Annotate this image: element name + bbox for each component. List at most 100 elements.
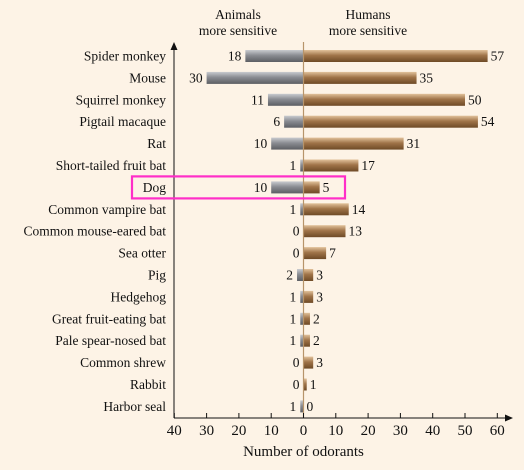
- row-4-animals-bar: [284, 115, 304, 128]
- row-16-humans-value-label: 1: [310, 377, 317, 392]
- row-13-animals-bar: [300, 312, 304, 325]
- row-5-animals-value-label: 10: [254, 136, 268, 151]
- row-1-animals-bar: [245, 50, 304, 62]
- row-7-humans-value-label: 5: [323, 180, 330, 195]
- x-axis-title: Number of odorants: [243, 444, 364, 460]
- row-11-humans-value-label: 3: [316, 268, 323, 283]
- header-humans-line-1: Humans: [346, 7, 391, 22]
- x-tick-label-5: 0: [300, 423, 308, 439]
- header-humans-line-2: more sensitive: [329, 23, 407, 38]
- x-tick-label-10: 50: [458, 423, 473, 439]
- row-3-humans-bar: [303, 93, 465, 106]
- row-15-humans-bar: [303, 356, 314, 369]
- x-tick-label-9: 40: [425, 423, 440, 439]
- row-4-humans-value-label: 54: [481, 114, 495, 129]
- row-4-category-label: Pigtail macaque: [79, 114, 166, 129]
- x-tick-label-2: 30: [199, 423, 214, 439]
- x-tick-label-3: 20: [231, 423, 246, 439]
- row-1-animals-value-label: 18: [228, 49, 242, 64]
- row-12-category-label: Hedgehog: [111, 289, 167, 304]
- row-14-animals-bar: [300, 334, 304, 347]
- row-10-category-label: Sea otter: [118, 246, 166, 261]
- row-16-category-label: Rabbit: [130, 377, 166, 392]
- row-17-animals-value-label: 1: [290, 399, 297, 414]
- x-tick-label-8: 30: [393, 423, 408, 439]
- row-7-humans-bar: [303, 181, 320, 194]
- row-11-animals-bar: [297, 269, 304, 281]
- row-13-humans-bar: [303, 312, 310, 325]
- x-axis-arrow: [505, 414, 513, 422]
- row-15-humans-value-label: 3: [316, 355, 323, 370]
- row-9-animals-value-label: 0: [293, 224, 300, 239]
- row-11-animals-value-label: 2: [286, 268, 293, 283]
- row-8-category-label: Common vampire bat: [48, 202, 166, 217]
- row-8-animals-bar: [300, 203, 304, 216]
- x-tick-label-1: 40: [167, 423, 182, 439]
- row-15-category-label: Common shrew: [80, 355, 166, 370]
- row-14-category-label: Pale spear-nosed bat: [55, 333, 166, 348]
- row-15-animals-value-label: 0: [293, 355, 300, 370]
- row-10-humans-value-label: 7: [329, 246, 336, 261]
- row-1-humans-bar: [303, 50, 488, 62]
- row-5-humans-bar: [303, 137, 404, 150]
- row-6-humans-value-label: 17: [361, 158, 375, 173]
- row-9-humans-bar: [303, 225, 346, 238]
- row-6-humans-bar: [303, 159, 359, 172]
- row-2-humans-bar: [303, 71, 417, 84]
- row-5-animals-bar: [271, 137, 304, 150]
- row-13-animals-value-label: 1: [290, 311, 297, 326]
- row-6-animals-bar: [300, 159, 304, 172]
- row-5-category-label: Rat: [147, 136, 166, 151]
- row-11-category-label: Pig: [148, 268, 166, 283]
- row-1-category-label: Spider monkey: [84, 49, 166, 64]
- row-12-humans-value-label: 3: [316, 289, 323, 304]
- row-8-humans-value-label: 14: [352, 202, 366, 217]
- x-tick-label-4: 10: [264, 423, 279, 439]
- header-animals-line-1: Animals: [215, 7, 261, 22]
- row-8-animals-value-label: 1: [290, 202, 297, 217]
- row-13-category-label: Great fruit-eating bat: [52, 311, 166, 326]
- row-12-animals-bar: [300, 290, 304, 303]
- row-7-animals-bar: [271, 181, 304, 194]
- row-17-category-label: Harbor seal: [103, 399, 166, 414]
- x-tick-label-7: 20: [361, 423, 376, 439]
- row-4-humans-bar: [303, 115, 478, 128]
- row-3-animals-value-label: 11: [251, 92, 264, 107]
- y-axis-arrow: [170, 42, 178, 50]
- row-12-humans-bar: [303, 290, 314, 303]
- row-6-animals-value-label: 1: [290, 158, 297, 173]
- row-14-humans-bar: [303, 334, 310, 347]
- row-2-animals-value-label: 30: [189, 70, 203, 85]
- row-2-humans-value-label: 35: [420, 70, 434, 85]
- row-6-category-label: Short-tailed fruit bat: [56, 158, 166, 173]
- row-5-humans-value-label: 31: [407, 136, 421, 151]
- row-1-humans-value-label: 57: [491, 49, 505, 64]
- row-11-humans-bar: [303, 269, 314, 281]
- row-7-animals-value-label: 10: [254, 180, 268, 195]
- row-10-humans-bar: [303, 247, 327, 260]
- row-4-animals-value-label: 6: [273, 114, 280, 129]
- header-animals-line-2: more sensitive: [199, 23, 277, 38]
- row-16-animals-value-label: 0: [293, 377, 300, 392]
- row-10-animals-value-label: 0: [293, 246, 300, 261]
- row-14-humans-value-label: 2: [313, 333, 320, 348]
- row-17-humans-value-label: 0: [307, 399, 314, 414]
- row-8-humans-bar: [303, 203, 349, 216]
- dog-highlight-box: [130, 175, 347, 200]
- row-17-animals-bar: [300, 400, 304, 413]
- x-tick-label-6: 10: [328, 423, 343, 439]
- row-9-category-label: Common mouse-eared bat: [24, 224, 167, 239]
- x-tick-label-11: 60: [490, 423, 505, 439]
- row-16-humans-bar: [303, 378, 307, 391]
- row-13-humans-value-label: 2: [313, 311, 320, 326]
- row-2-animals-bar: [206, 71, 304, 84]
- row-14-animals-value-label: 1: [290, 333, 297, 348]
- row-12-animals-value-label: 1: [290, 289, 297, 304]
- row-3-category-label: Squirrel monkey: [76, 92, 167, 107]
- row-9-humans-value-label: 13: [348, 224, 362, 239]
- row-3-humans-value-label: 50: [468, 92, 482, 107]
- row-7-category-label: Dog: [143, 180, 166, 195]
- row-3-animals-bar: [267, 93, 304, 106]
